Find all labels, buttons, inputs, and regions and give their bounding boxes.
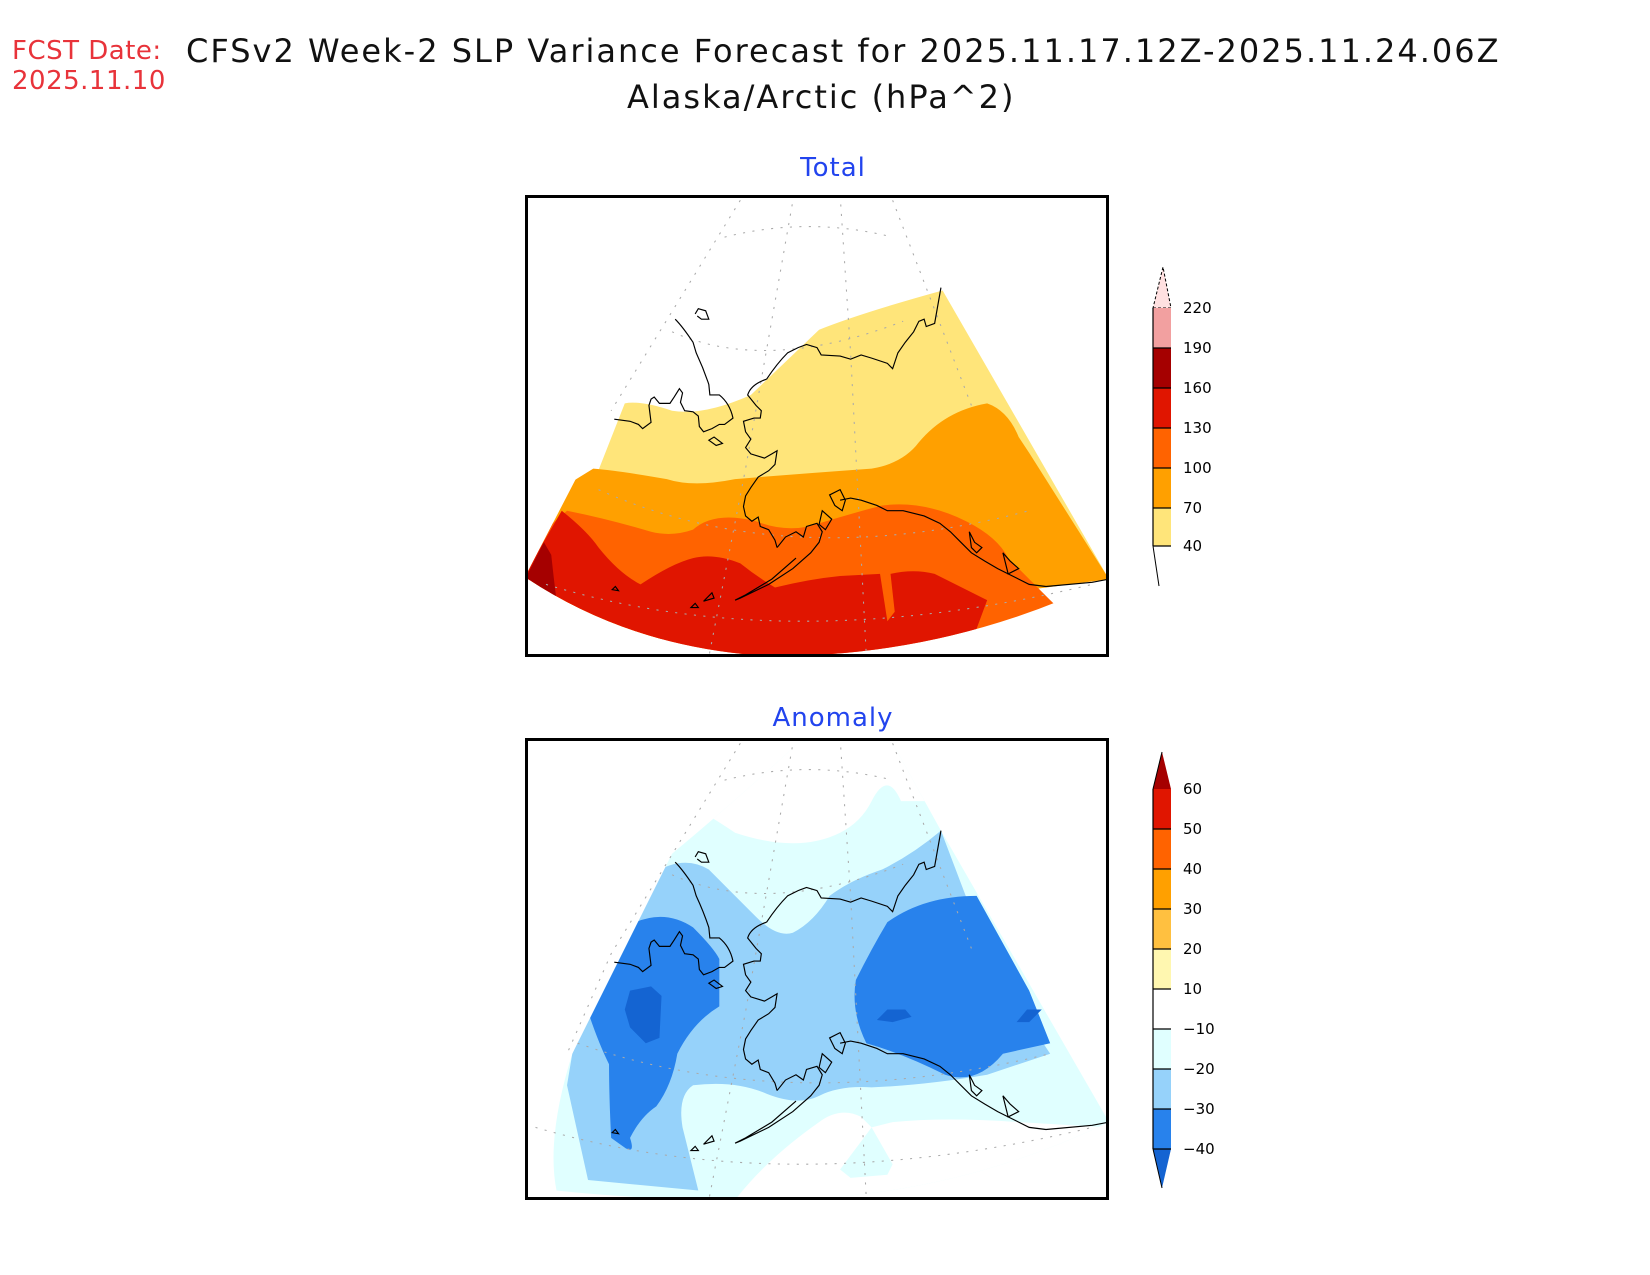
graticule (545, 198, 1093, 654)
colorbar-under-extension (1152, 545, 1160, 587)
main-title: CFSv2 Week-2 SLP Variance Forecast for 2… (186, 32, 1501, 70)
colorbar-swatch-minus20-minus10 (1153, 1029, 1171, 1069)
colorbar-label: 50 (1183, 820, 1203, 838)
total-panel-title: Total (800, 153, 866, 183)
contour-minus10-minus20-south (840, 1127, 893, 1178)
anomaly-map (535, 741, 1106, 1197)
colorbar-label: −20 (1183, 1060, 1215, 1078)
coastline (610, 830, 1106, 1152)
colorbar-swatch-100-130 (1153, 428, 1171, 468)
colorbar-ticks (1153, 347, 1171, 547)
colorbar-label: 30 (1183, 900, 1203, 918)
coastline (610, 287, 1106, 609)
total-colorbar: 220 190 160 130 100 70 40 (1145, 262, 1225, 592)
colorbar-label: 10 (1183, 980, 1203, 998)
colorbar-swatch-minus40-minus30 (1153, 1109, 1171, 1149)
contour-near-zero (553, 741, 1106, 844)
total-map-panel (525, 195, 1109, 657)
anomaly-panel-title: Anomaly (772, 703, 894, 733)
graticule (535, 741, 1093, 1197)
subtitle: Alaska/Arctic (hPa^2) (627, 78, 1016, 116)
fcst-date-value: 2025.11.10 (12, 66, 166, 96)
colorbar-swatch-160-190 (1153, 348, 1171, 388)
colorbar-label: 40 (1183, 860, 1203, 878)
colorbar-swatch-over-220 (1152, 266, 1172, 309)
colorbar-label: −10 (1183, 1020, 1215, 1038)
fcst-date-label: FCST Date: (12, 36, 162, 66)
colorbar-label: 70 (1183, 499, 1203, 517)
colorbar-swatch-over-60 (1153, 752, 1171, 789)
colorbar-swatch-190-220 (1153, 308, 1171, 348)
colorbar-label: −30 (1183, 1100, 1215, 1118)
total-colorbar-graphic (1152, 266, 1172, 587)
contour-minus30-minus40-east (854, 895, 1051, 1078)
total-map (528, 198, 1106, 654)
colorbar-label: 60 (1183, 780, 1203, 798)
colorbar-label: 100 (1183, 459, 1212, 477)
colorbar-label: 220 (1183, 299, 1212, 317)
colorbar-swatch-70-100 (1153, 468, 1171, 508)
anomaly-map-panel (525, 738, 1109, 1200)
colorbar-swatch-10-20 (1153, 949, 1171, 989)
colorbar-swatch-50-60 (1153, 789, 1171, 829)
colorbar-swatch-130-160 (1153, 388, 1171, 428)
contour-130-160 (528, 510, 988, 654)
colorbar-label: 160 (1183, 379, 1212, 397)
anomaly-colorbar-graphic (1152, 751, 1171, 1189)
colorbar-swatch-30-40 (1153, 869, 1171, 909)
colorbar-swatch-minus30-minus20 (1153, 1069, 1171, 1109)
contour-below-minus40-west (624, 986, 662, 1044)
colorbar-swatch-minus10-10 (1153, 989, 1171, 1029)
colorbar-swatch-under-minus40 (1153, 1149, 1171, 1188)
colorbar-swatch-40-70 (1153, 508, 1171, 546)
colorbar-swatch-40-50 (1153, 829, 1171, 869)
colorbar-label: 130 (1183, 419, 1212, 437)
colorbar-label: −40 (1183, 1140, 1215, 1158)
contour-below-minus40-east-b (1016, 1009, 1042, 1023)
contour-below-minus40-east-a (876, 1009, 912, 1023)
anomaly-colorbar: 60 50 40 30 20 10 −10 −20 −30 −40 (1145, 750, 1225, 1195)
colorbar-label: 190 (1183, 339, 1212, 357)
colorbar-ticks (1153, 828, 1171, 1150)
colorbar-swatch-20-30 (1153, 909, 1171, 949)
colorbar-label: 40 (1183, 537, 1203, 555)
colorbar-label: 20 (1183, 940, 1203, 958)
